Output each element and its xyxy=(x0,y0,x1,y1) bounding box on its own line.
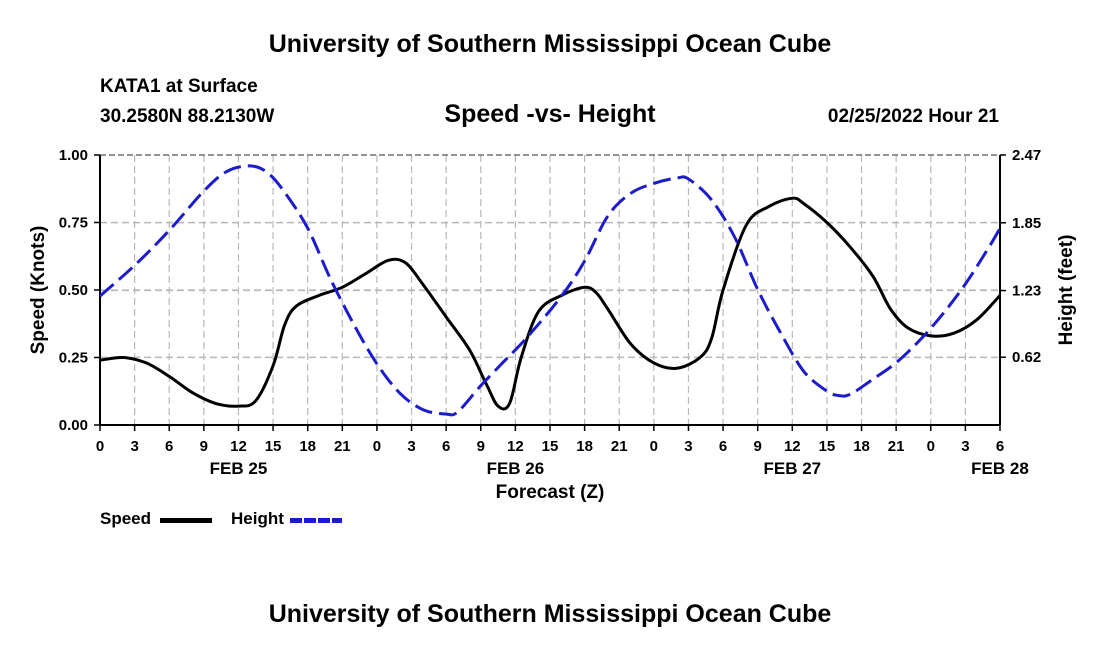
x-tick-label: 12 xyxy=(507,438,524,455)
y-left-tick-label: 0.75 xyxy=(59,215,88,232)
y-right-tick-label: 0.62 xyxy=(1012,349,1041,366)
y-left-tick-label: 0.25 xyxy=(59,350,88,367)
x-tick-label: 9 xyxy=(754,438,762,455)
y-right-tick-label: 2.47 xyxy=(1012,147,1041,164)
x-tick-label: 6 xyxy=(996,438,1004,455)
x-axis-label: Forecast (Z) xyxy=(495,482,605,503)
x-tick-label: 6 xyxy=(165,438,173,455)
x-tick-label: 15 xyxy=(542,438,559,455)
x-tick-label: 18 xyxy=(853,438,870,455)
y-right-axis-title: Height (feet) xyxy=(1056,235,1077,346)
legend-speed-swatch xyxy=(160,518,212,523)
x-date-label: FEB 26 xyxy=(487,459,545,478)
x-tick-label: 21 xyxy=(611,438,628,455)
station-name: KATA1 at Surface xyxy=(100,76,258,97)
footer-title: University of Southern Mississippi Ocean… xyxy=(268,600,832,628)
x-tick-label: 6 xyxy=(719,438,727,455)
x-tick-label: 0 xyxy=(96,438,104,455)
y-left-tick-label: 0.00 xyxy=(59,417,88,434)
x-tick-label: 21 xyxy=(888,438,905,455)
x-tick-label: 9 xyxy=(200,438,208,455)
x-tick-label: 3 xyxy=(130,438,138,455)
page-title: University of Southern Mississippi Ocean… xyxy=(268,30,832,58)
y-right-tick-label: 1.85 xyxy=(1012,215,1041,232)
x-date-label: FEB 25 xyxy=(210,459,268,478)
x-tick-label: 0 xyxy=(373,438,381,455)
x-tick-label: 3 xyxy=(961,438,969,455)
legend-speed-label: Speed xyxy=(100,509,152,528)
chart-title: Speed -vs- Height xyxy=(444,100,656,128)
x-tick-label: 6 xyxy=(442,438,450,455)
x-date-label: FEB 28 xyxy=(971,459,1029,478)
station-coordinates: 30.2580N 88.2130W xyxy=(100,106,275,127)
y-left-axis-title: Speed (Knots) xyxy=(28,226,49,355)
x-tick-label: 9 xyxy=(477,438,485,455)
x-tick-label: 3 xyxy=(684,438,692,455)
x-tick-label: 15 xyxy=(819,438,836,455)
y-left-tick-label: 0.50 xyxy=(59,282,88,299)
series-line-speed xyxy=(99,196,1002,411)
legend-height-label: Height xyxy=(231,509,284,528)
y-right-tick-label: 1.23 xyxy=(1012,283,1041,300)
x-tick-label: 18 xyxy=(299,438,316,455)
x-tick-label: 0 xyxy=(650,438,658,455)
x-tick-label: 12 xyxy=(784,438,801,455)
x-tick-label: 21 xyxy=(334,438,351,455)
series-line-height xyxy=(99,164,1002,417)
x-tick-label: 15 xyxy=(265,438,282,455)
x-tick-label: 18 xyxy=(576,438,593,455)
y-left-tick-label: 1.00 xyxy=(59,147,88,164)
x-date-label: FEB 27 xyxy=(763,459,821,478)
x-tick-label: 0 xyxy=(927,438,935,455)
x-tick-label: 3 xyxy=(407,438,415,455)
legend-height-swatch xyxy=(290,518,342,523)
forecast-datetime: 02/25/2022 Hour 21 xyxy=(827,106,999,127)
x-tick-label: 12 xyxy=(230,438,247,455)
